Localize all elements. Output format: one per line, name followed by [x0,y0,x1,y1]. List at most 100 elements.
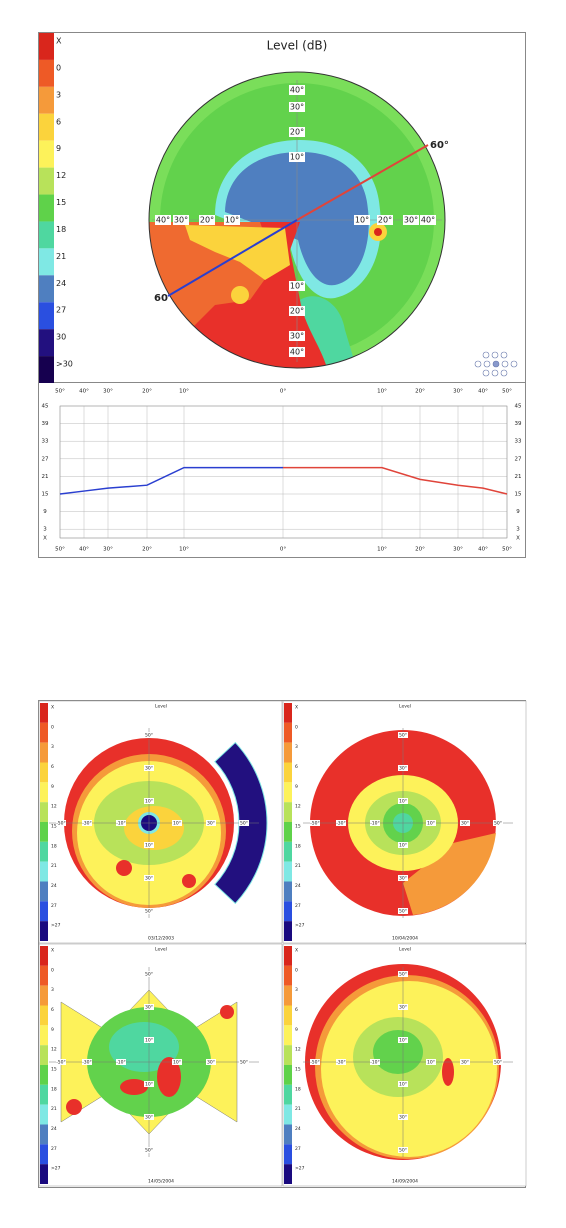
y-tick-label: 21 [42,474,49,480]
legend-label: 6 [51,1007,54,1013]
panel: X 0 3 6 9 12 15 18 21 24 27 >27 Level 14/05/2004 -50° -… [38,943,283,1187]
legend-label: 9 [56,144,61,153]
meridian-red [296,144,429,221]
legend-swatch [39,167,54,195]
legend-swatch [40,985,48,1006]
legend-swatch [40,822,48,842]
legend-label: 18 [295,1086,301,1092]
panel-date: 14/05/2004 [148,1179,174,1185]
axis-label-box [398,908,408,914]
x-tick-label: 40° [79,389,89,395]
axis-label: 10° [145,843,153,849]
axis-label: 10° [427,1060,435,1066]
axis-label-box [398,842,408,848]
legend-label: 27 [295,903,301,909]
panel-date: 03/12/2003 [148,936,174,942]
axis-label-box [398,732,408,738]
meridian-label: 60 [154,293,168,304]
ring-label: 30° [174,216,188,225]
axis-label: 50° [399,972,407,978]
ring-label-box [420,215,436,225]
y-tick-label: 3 [516,527,520,533]
axis-label: 30° [145,876,153,882]
polar-border [148,71,446,369]
axis-label-box [56,1059,66,1065]
axis-label: 10° [145,1082,153,1088]
axis-label: -10° [370,1060,380,1066]
axis-label-box [398,971,408,977]
legend-swatch [284,965,292,986]
legend-label: 9 [51,1027,54,1033]
legend-swatch [40,861,48,882]
ring-label-box [289,102,305,112]
legend-swatch [39,275,54,303]
ring-label: 40° [290,86,304,95]
legend-swatch [284,921,292,941]
legend-label: 30 [56,333,66,342]
x-tick-label: 20° [142,547,152,553]
axis-label-box [172,820,182,826]
legend-swatch [40,901,48,922]
legend-swatch [284,762,292,783]
axis-label: 50° [494,821,502,827]
ring-label: 20° [290,307,304,316]
axis-label: 30° [207,1060,215,1066]
legend-label: X [295,705,298,711]
panels: X 0 3 6 9 12 15 18 21 24 27 >27 Level 03/12/2003 -50° -… [38,700,527,1187]
legend-swatch [39,329,54,357]
axis-label-box [310,1059,320,1065]
legend-label: 18 [51,843,57,849]
legend-label: 3 [51,987,54,993]
y-tick-label: 39 [42,421,49,427]
legend-swatch [40,841,48,862]
axis-label-box [398,1147,408,1153]
legend-label: 21 [295,863,301,869]
axis-label-box [310,820,320,826]
legend-label: 21 [56,252,66,261]
legend-label: 24 [51,1126,57,1132]
legend-label: X [51,705,54,711]
legend-swatch [284,1124,292,1145]
legend-label: 12 [295,804,301,810]
y-tick-label: X [516,536,520,542]
legend-label: 12 [51,804,57,810]
axis-label: 50° [399,733,407,739]
x-tick-label: 20° [142,389,152,395]
legend-swatch [284,782,292,803]
axis-label: -50° [310,821,320,827]
axis-label: 30° [461,821,469,827]
axis-label-box [398,1114,408,1120]
legend-swatch [40,1045,48,1065]
legend-label: 9 [295,1027,298,1033]
axis-label: -10° [116,1060,126,1066]
legend-swatch [284,1164,292,1184]
legend-swatch [39,248,54,276]
legend-label: 12 [51,1047,57,1053]
panel-title: Level [155,947,167,953]
legend-swatch [284,1144,292,1165]
axis-label: 30° [399,766,407,772]
panel: X 0 3 6 9 12 15 18 21 24 27 >27 Level 10/04/2004 -50° -… [282,700,527,944]
axis-label-box [426,820,436,826]
y-tick-label: 3 [43,527,47,533]
ring-label-box [289,127,305,137]
axis-label-box [56,820,66,826]
legend-swatch [284,1005,292,1026]
legend-label: 15 [56,198,66,207]
x-tick-label: 0° [280,389,286,395]
axis-label: 50° [145,1148,153,1154]
legend-label: 3 [295,744,298,750]
ring-label: 20° [290,128,304,137]
legend-label: 27 [295,1146,301,1152]
axis-label: 50° [399,1148,407,1154]
ring-label-box [289,152,305,162]
legend-swatch [40,1124,48,1145]
eye-icon [474,351,518,377]
legend-label: 3 [51,744,54,750]
axis-label-box [239,1059,249,1065]
legend-swatch [40,1065,48,1085]
polar-title: Level (dB) [267,39,328,53]
ring-label-box [289,331,305,341]
legend-label: X [56,37,62,46]
y-tick-label: 15 [515,492,522,498]
